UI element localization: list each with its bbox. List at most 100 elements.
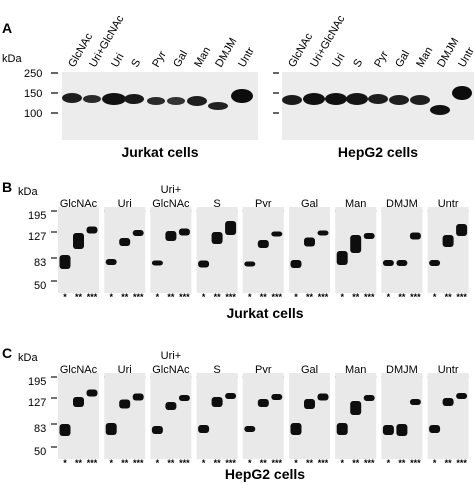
band-man-lane-3 [363, 395, 375, 401]
panel-a-lane-labels-hepg2: GlcNAc Uri+GlcNAc Uri S Pyr Gal Man DMJM… [286, 13, 474, 69]
sub-lane-mark-untr-1: * [433, 292, 437, 302]
panel-a-kda-label: kDa [2, 53, 22, 65]
sub-lane-mark-glcnac-3: *** [87, 458, 98, 468]
hepg2-blot-a [282, 72, 474, 140]
sub-lane-mark-gal-2: ** [306, 292, 314, 302]
sub-lane-mark-glcnac-1: * [63, 458, 67, 468]
panel-a-lane-labels-jurkat: GlcNAc Uri+GlcNAc Uri S Pyr Gal Man DMJM… [66, 13, 257, 69]
panel-c-mw-127: 127 [28, 397, 46, 409]
band-pyr-lane-3 [271, 394, 283, 400]
band-uri-lane-1 [105, 423, 117, 435]
sub-lane-mark-gal-3: *** [318, 458, 329, 468]
sub-lane-mark-uri-2: ** [121, 458, 129, 468]
jurkat-a-band-uri-glcnac [83, 95, 101, 103]
blot-strip-glcnac [58, 373, 99, 459]
panel-b-cell-line: Jurkat cells [226, 305, 303, 321]
jurkat-a-band-uri [102, 93, 126, 105]
group-label-uri-glcnac-line1: Uri+ [161, 350, 181, 362]
blot-strip-dmjm [381, 207, 423, 293]
panel-c-mw-50: 50 [34, 446, 46, 458]
jurkat-a-band-pyr [147, 97, 165, 105]
sub-lane-mark-glcnac-1: * [63, 292, 67, 302]
band-untr-lane-3 [456, 393, 468, 399]
hepg2-a-band-uri [325, 93, 347, 105]
band-uri-lane-3 [132, 230, 144, 236]
sub-lane-mark-man-1: * [340, 292, 344, 302]
sub-lane-mark-dmjm-3: *** [410, 458, 421, 468]
band-gal-lane-1 [290, 423, 302, 435]
jurkat-a-band-man [187, 96, 207, 106]
sub-lane-mark-pyr-3: *** [272, 292, 283, 302]
blot-strip-dmjm [381, 373, 423, 459]
jurkat-a-band-untr [231, 89, 253, 103]
panel-a-mw-250: 250 [24, 68, 42, 80]
blot-strip-pyr [242, 207, 284, 293]
band-untr-lane-3 [456, 224, 468, 236]
band-gal-lane-2 [304, 399, 315, 409]
band-man-lane-1 [336, 251, 348, 265]
panel-a-letter: A [2, 20, 12, 36]
band-uri-glcnac-lane-3 [178, 395, 190, 401]
sub-lane-mark-pyr-1: * [248, 292, 252, 302]
band-pyr-lane-1 [244, 261, 256, 267]
blot-strip-uri [104, 373, 146, 459]
sub-lane-mark-dmjm-2: ** [398, 292, 406, 302]
sub-lane-mark-dmjm-3: *** [410, 292, 421, 302]
sub-lane-mark-glcnac-2: ** [75, 292, 83, 302]
panel-b-sub-lane-marks: * ** *** * ** *** * ** *** * ** *** * ** *** * ** *** * ** *… [63, 292, 467, 302]
sub-lane-mark-untr-1: * [433, 458, 437, 468]
band-uri-glcnac-lane-3 [178, 228, 190, 236]
sub-lane-mark-uri-2: ** [121, 292, 129, 302]
band-man-lane-2 [350, 235, 362, 253]
sub-lane-mark-untr-3: *** [456, 458, 467, 468]
hepg2-a-band-dmjm [430, 105, 450, 115]
jurkat-a-lane-man: Man [192, 45, 213, 70]
band-dmjm-lane-2 [396, 424, 408, 436]
band-glcnac-lane-2 [73, 397, 84, 407]
band-pyr-lane-2 [257, 399, 269, 407]
sub-lane-mark-glcnac-3: *** [87, 292, 98, 302]
panel-b-mw-50: 50 [34, 280, 46, 292]
panel-b-mw-83: 83 [34, 257, 46, 269]
panel-c-kda-label: kDa [18, 352, 38, 364]
hepg2-a-band-s [346, 93, 368, 105]
sub-lane-mark-s-3: *** [225, 458, 236, 468]
sub-lane-mark-untr-2: ** [445, 458, 453, 468]
band-glcnac-lane-1 [59, 424, 71, 436]
sub-lane-mark-pyr-2: ** [260, 292, 268, 302]
hepg2-a-lane-man: Man [414, 45, 435, 70]
sub-lane-mark-s-1: * [202, 458, 206, 468]
band-pyr-lane-1 [244, 426, 256, 432]
jurkat-a-lane-dmjm: DMJM [213, 36, 239, 70]
band-untr-lane-1 [429, 425, 441, 433]
hepg2-a-lane-untr: Untr [456, 45, 474, 69]
sub-lane-mark-uri-glcnac-1: * [156, 458, 160, 468]
blot-strip-man [335, 373, 377, 459]
blot-strip-uri [104, 207, 146, 293]
panel-c-mw-195: 195 [28, 376, 46, 388]
panel-a-jurkat-label: Jurkat cells [121, 144, 198, 160]
band-uri-glcnac-lane-2 [165, 231, 177, 241]
sub-lane-mark-s-3: *** [225, 292, 236, 302]
band-untr-lane-1 [429, 260, 441, 266]
sub-lane-mark-s-2: ** [214, 292, 222, 302]
sub-lane-mark-uri-glcnac-3: *** [179, 458, 190, 468]
sub-lane-mark-uri-glcnac-2: ** [167, 458, 175, 468]
jurkat-a-band-dmjm [208, 102, 228, 110]
sub-lane-mark-pyr-2: ** [260, 458, 268, 468]
jurkat-blot-a-membrane [62, 72, 258, 140]
band-s-lane-1 [198, 425, 210, 433]
band-pyr-lane-2 [257, 240, 269, 248]
jurkat-blot-a [62, 72, 258, 140]
sub-lane-mark-uri-glcnac-1: * [156, 292, 160, 302]
panel-c-mw-83: 83 [34, 423, 46, 435]
group-label-uri-glcnac-line1: Uri+ [161, 184, 181, 196]
band-glcnac-lane-1 [59, 255, 71, 269]
blot-strip-gal [289, 373, 330, 459]
blot-strip-s [196, 373, 238, 459]
hepg2-a-lane-pyr: Pyr [372, 49, 391, 70]
group-label-s: S [213, 198, 220, 210]
jurkat-a-band-glcnac [62, 93, 82, 103]
